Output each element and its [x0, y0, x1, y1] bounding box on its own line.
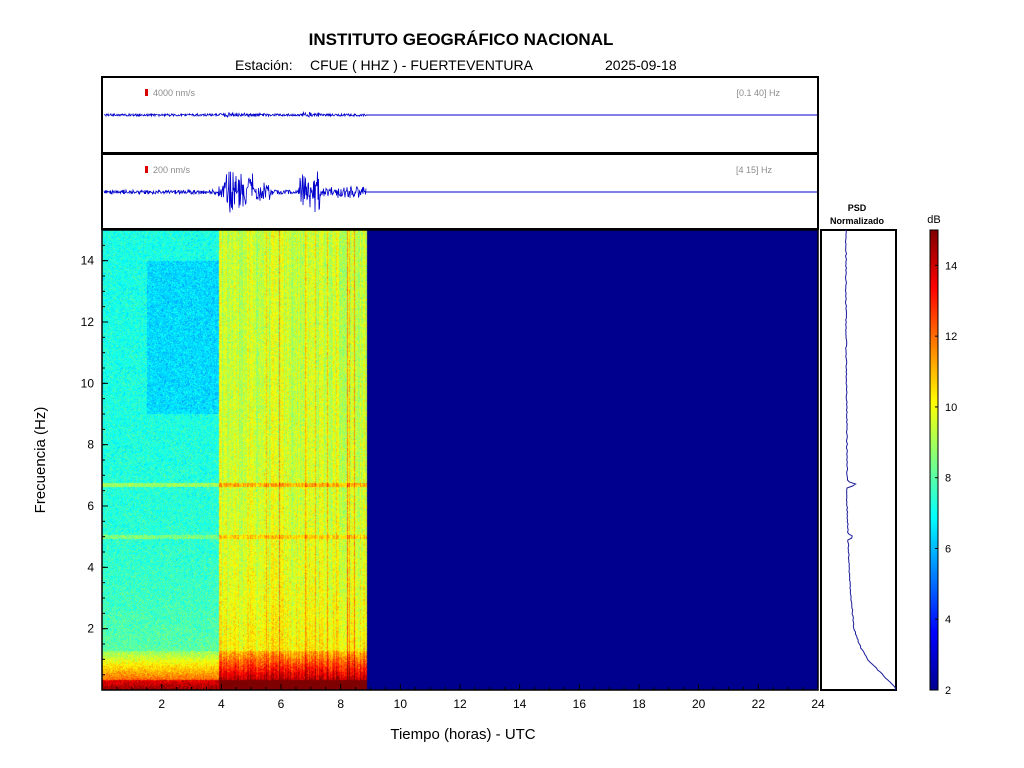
figure-title: INSTITUTO GEOGRÁFICO NACIONAL: [309, 30, 614, 49]
y-tick-label: 4: [87, 560, 94, 574]
x-tick-label: 6: [278, 697, 285, 711]
colorbar-tick-label: 2: [945, 685, 951, 697]
y-tick-label: 8: [87, 438, 94, 452]
y-tick-label: 6: [87, 499, 94, 513]
x-tick-label: 20: [692, 697, 706, 711]
y-tick-label: 14: [81, 254, 95, 268]
station-prefix: Estación:: [235, 57, 293, 73]
psd-panel: PSD Normalizado: [820, 203, 897, 691]
colorbar: dB 14 12 10 8 6 4 2: [927, 214, 957, 697]
scale-bar-icon: [145, 166, 148, 173]
y-tick-label: 12: [81, 315, 95, 329]
scale-bar-icon: [145, 89, 148, 96]
x-tick-label: 24: [811, 697, 825, 711]
psd-curve: [844, 229, 896, 691]
station-name: CFUE ( HHZ ) - FUERTEVENTURA: [310, 57, 534, 73]
colorbar-unit: dB: [927, 214, 940, 226]
colorbar-tick-label: 10: [945, 402, 957, 414]
x-axis-label: Tiempo (horas) - UTC: [390, 726, 535, 743]
colorbar-tick-label: 4: [945, 614, 951, 626]
x-tick-label: 2: [158, 697, 165, 711]
y-axis: 2 4 6 8 10 12 14: [81, 244, 108, 676]
x-axis: 2 4 6 8 10 12 14 16 18 20 22 24: [116, 684, 825, 711]
waveform-signal: [103, 171, 367, 213]
psd-title: PSD: [848, 203, 867, 213]
trace-panel-broadband: 4000 nm/s [0.1 40] Hz: [101, 76, 819, 154]
trace2-band-label: [4 15] Hz: [736, 165, 773, 175]
x-tick-label: 18: [632, 697, 646, 711]
trace1-band-label: [0.1 40] Hz: [736, 88, 780, 98]
trace2-waveform: [103, 171, 817, 213]
spectrogram-image: [102, 230, 818, 690]
trace2-scale-label: 200 nm/s: [153, 165, 191, 175]
x-tick-label: 14: [513, 697, 527, 711]
y-tick-label: 2: [87, 622, 94, 636]
x-tick-label: 10: [394, 697, 408, 711]
waveform-signal: [103, 110, 367, 119]
x-tick-label: 8: [337, 697, 344, 711]
station-date: 2025-09-18: [605, 57, 677, 73]
y-tick-label: 10: [81, 376, 95, 390]
y-axis-label: Frecuencia (Hz): [32, 407, 49, 514]
trace1-waveform: [103, 110, 817, 119]
x-tick-label: 22: [752, 697, 766, 711]
x-tick-label: 16: [573, 697, 587, 711]
psd-subtitle: Normalizado: [830, 216, 885, 226]
colorbar-tick-label: 8: [945, 473, 951, 485]
x-tick-label: 4: [218, 697, 225, 711]
x-tick-label: 12: [453, 697, 467, 711]
colorbar-tick-label: 14: [945, 260, 957, 272]
colorbar-ticks: 14 12 10 8 6 4 2: [935, 260, 957, 697]
trace-panel-filtered: 200 nm/s [4 15] Hz: [101, 153, 819, 230]
trace1-scale-label: 4000 nm/s: [153, 88, 196, 98]
colorbar-tick-label: 6: [945, 543, 951, 555]
colorbar-tick-label: 12: [945, 331, 957, 343]
